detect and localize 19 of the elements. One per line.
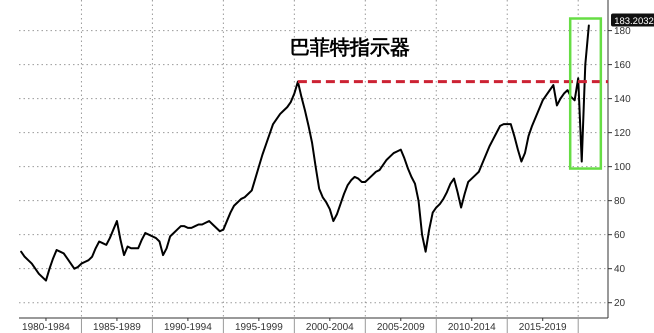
- text: 巴菲特指示器: [290, 35, 410, 59]
- y-tick-label: 60: [614, 230, 626, 242]
- x-tick-label: 2000-2004: [306, 322, 354, 333]
- y-tick-label: 160: [614, 60, 632, 72]
- y-tick-label: 140: [614, 94, 632, 106]
- y-tick-label: 120: [614, 128, 632, 140]
- y-tick-label: 180: [614, 26, 632, 38]
- x-tick-label: 1990-1994: [164, 322, 212, 333]
- x-tick-label: 2015-2019: [518, 322, 568, 333]
- annotation-tag: 183.2032: [611, 14, 654, 27]
- y-tick-label: 80: [614, 196, 626, 208]
- x-tick-label: 1980-1984: [22, 322, 70, 333]
- x-tick-label: 2005-2009: [376, 322, 426, 333]
- x-tick-label: 1985-1989: [93, 322, 142, 333]
- x-tick-label: 2010-2014: [448, 322, 496, 333]
- y-tick-label: 40: [614, 264, 626, 276]
- y-tick-label: 100: [614, 162, 632, 174]
- y-tick-label: 20: [614, 298, 626, 310]
- x-tick-label: 1995-1999: [234, 322, 284, 333]
